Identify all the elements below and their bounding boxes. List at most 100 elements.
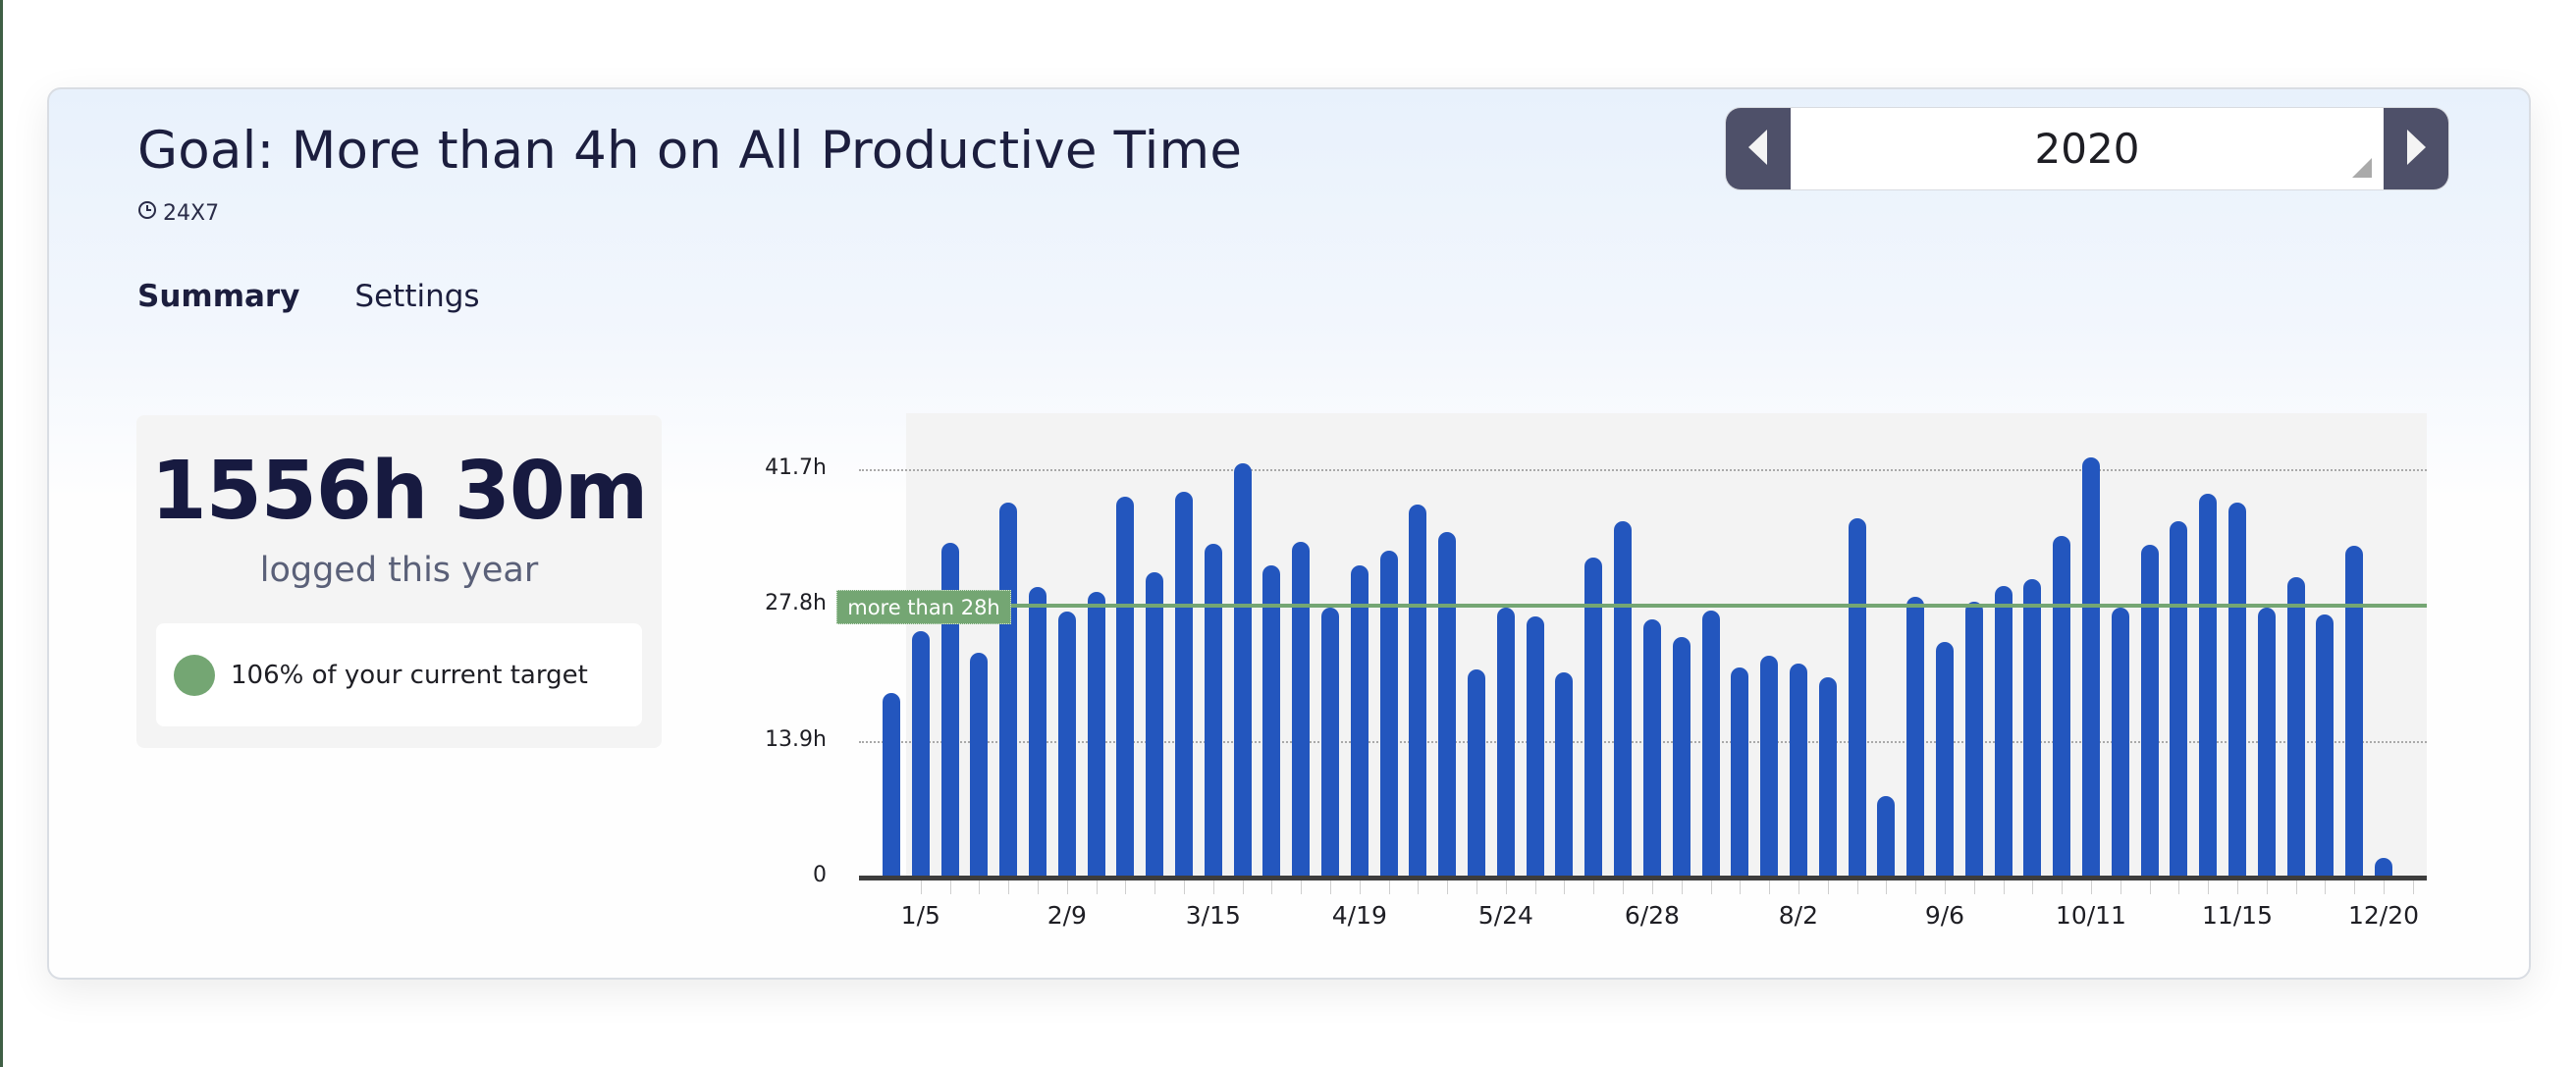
bar[interactable] xyxy=(2257,608,2276,878)
bar[interactable] xyxy=(2111,608,2129,878)
bar[interactable] xyxy=(1379,550,1398,878)
x-tick xyxy=(1359,880,1361,894)
bar[interactable] xyxy=(2316,614,2334,878)
gridline xyxy=(859,740,2427,743)
x-tick xyxy=(2149,880,2151,894)
bar[interactable] xyxy=(1789,664,1807,878)
goal-line xyxy=(836,604,2427,608)
x-tick xyxy=(2208,880,2210,894)
x-tick xyxy=(949,880,951,894)
bar[interactable] xyxy=(1994,586,2012,878)
x-axis-label: 2/9 xyxy=(1046,901,1087,930)
bar[interactable] xyxy=(1760,656,1779,878)
bar[interactable] xyxy=(1292,541,1311,878)
bar[interactable] xyxy=(999,502,1018,878)
bar[interactable] xyxy=(1584,557,1603,878)
bar[interactable] xyxy=(1555,672,1574,878)
tab-summary[interactable]: Summary xyxy=(137,279,300,314)
x-tick xyxy=(1476,880,1478,894)
x-tick xyxy=(1008,880,1010,894)
bar[interactable] xyxy=(1029,587,1047,878)
x-tick xyxy=(2090,880,2092,894)
bar[interactable] xyxy=(1614,520,1633,878)
total-caption: logged this year xyxy=(259,551,539,590)
y-axis-label: 41.7h xyxy=(765,455,827,480)
x-tick xyxy=(2062,880,2064,894)
bar[interactable] xyxy=(2081,457,2100,878)
bar[interactable] xyxy=(940,542,959,878)
schedule: 24X7 xyxy=(137,200,219,226)
year-value: 2020 xyxy=(2034,125,2140,173)
bar[interactable] xyxy=(1526,616,1544,878)
bar[interactable] xyxy=(911,631,930,878)
window-edge xyxy=(0,0,3,1067)
chevron-left-icon xyxy=(1745,128,1771,171)
x-tick xyxy=(1534,880,1536,894)
x-tick xyxy=(1798,880,1799,894)
bar[interactable] xyxy=(1409,504,1427,878)
x-tick xyxy=(2032,880,2034,894)
bar[interactable] xyxy=(2140,544,2159,878)
x-tick xyxy=(1651,880,1653,894)
bar[interactable] xyxy=(1642,619,1661,878)
x-tick xyxy=(2384,880,2385,894)
x-tick xyxy=(2178,880,2180,894)
bar[interactable] xyxy=(970,653,989,878)
bar[interactable] xyxy=(2375,858,2392,878)
x-tick xyxy=(920,880,922,894)
x-tick xyxy=(1886,880,1888,894)
gridline xyxy=(859,469,2427,471)
bar[interactable] xyxy=(2170,520,2188,878)
bar[interactable] xyxy=(1818,676,1837,878)
tab-settings[interactable]: Settings xyxy=(354,279,480,314)
bar[interactable] xyxy=(1262,564,1281,878)
y-axis-label: 0 xyxy=(813,863,827,887)
bar[interactable] xyxy=(1175,491,1194,878)
x-tick xyxy=(1593,880,1595,894)
x-axis-label: 1/5 xyxy=(900,901,940,930)
x-axis-label: 9/6 xyxy=(1924,901,1965,930)
bar[interactable] xyxy=(2345,545,2364,878)
bar[interactable] xyxy=(2053,535,2071,878)
bar[interactable] xyxy=(1964,602,1983,878)
bar[interactable] xyxy=(1906,597,1925,878)
bar[interactable] xyxy=(1672,637,1690,878)
bar[interactable] xyxy=(1701,611,1720,878)
x-tick xyxy=(1447,880,1449,894)
year-dropdown[interactable]: 2020 xyxy=(1791,108,2384,189)
x-axis-label: 8/2 xyxy=(1778,901,1819,930)
bar[interactable] xyxy=(2023,579,2042,878)
bar[interactable] xyxy=(1468,669,1486,878)
year-selector: 2020 xyxy=(1725,107,2449,190)
prev-year-button[interactable] xyxy=(1726,108,1791,189)
bar[interactable] xyxy=(1057,612,1076,878)
bar[interactable] xyxy=(1350,564,1368,878)
x-axis-label: 10/11 xyxy=(2055,901,2126,930)
resize-corner-icon xyxy=(2352,158,2372,178)
x-tick xyxy=(1769,880,1771,894)
next-year-button[interactable] xyxy=(2384,108,2448,189)
bar[interactable] xyxy=(2286,577,2305,878)
bar[interactable] xyxy=(1116,496,1135,878)
bar[interactable] xyxy=(2227,502,2246,878)
x-tick xyxy=(1740,880,1742,894)
bar[interactable] xyxy=(1848,517,1866,878)
x-tick xyxy=(2266,880,2268,894)
bar[interactable] xyxy=(1731,667,1749,878)
bar[interactable] xyxy=(1438,531,1457,878)
total-logged: 1556h 30m xyxy=(150,445,649,538)
bar[interactable] xyxy=(1233,463,1252,878)
bar[interactable] xyxy=(1146,572,1164,878)
bar[interactable] xyxy=(1496,608,1515,878)
bar[interactable] xyxy=(1935,642,1954,878)
bar[interactable] xyxy=(1321,608,1340,878)
bar[interactable] xyxy=(883,692,900,878)
x-tick xyxy=(1710,880,1712,894)
bar[interactable] xyxy=(1087,592,1105,878)
x-axis-label: 6/28 xyxy=(1624,901,1680,930)
x-tick xyxy=(1154,880,1156,894)
bar[interactable] xyxy=(1204,543,1222,878)
bar[interactable] xyxy=(2199,493,2218,878)
bar[interactable] xyxy=(1877,796,1896,878)
